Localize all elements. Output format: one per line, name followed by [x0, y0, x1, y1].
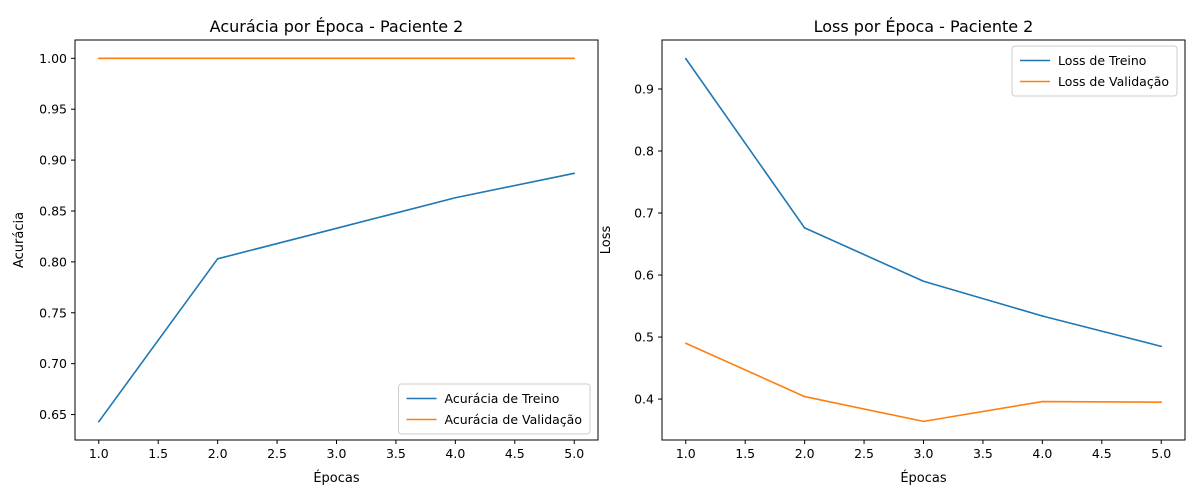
data-point	[573, 172, 576, 175]
x-tick-label: 3.5	[973, 446, 993, 461]
accuracy-chart: 1.0 1.5 2.0 2.5 3.0 3.5 4.0 4.5 5.0 0.65 0.70 0.75 0…	[12, 17, 599, 486]
x-tick-label: 4.0	[1032, 446, 1052, 461]
series-line-1	[685, 342, 1162, 423]
chart-title: Acurácia por Época - Paciente 2	[210, 17, 464, 36]
legend-box	[398, 383, 591, 435]
y-axis-label: Loss	[599, 226, 614, 255]
data-point	[97, 57, 100, 60]
legend-label: Loss de Validação	[1058, 74, 1169, 89]
x-tick-label: 1.0	[676, 446, 696, 461]
data-point	[1160, 345, 1163, 348]
x-axis-label: Épocas	[900, 470, 947, 486]
y-tick-label: 0.5	[634, 330, 654, 345]
plot-frame	[661, 39, 1186, 441]
legend-label: Loss de Treino	[1058, 53, 1146, 68]
x-tick-label: 4.5	[1092, 446, 1112, 461]
legend: Loss de Treino Loss de Validação	[1011, 45, 1178, 97]
data-point	[1041, 315, 1044, 317]
x-tick-label: 2.5	[267, 446, 287, 461]
x-tick-label: 1.5	[735, 446, 755, 461]
loss-chart: 1.0 1.5 2.0 2.5 3.0 3.5 4.0 4.5 5.0 0.4 0.5 0.6 0.7 0…	[599, 17, 1186, 486]
x-tick-label: 3.0	[327, 446, 347, 461]
data-point	[803, 227, 806, 229]
data-point	[216, 57, 219, 60]
x-tick-label: 3.0	[914, 446, 934, 461]
x-tick-label: 3.5	[386, 446, 406, 461]
data-point	[684, 57, 687, 60]
x-tick-label: 5.0	[1151, 446, 1171, 461]
data-point	[803, 395, 806, 398]
legend-label: Acurácia de Validação	[445, 412, 582, 427]
series-line-0	[685, 58, 1162, 348]
data-point	[216, 258, 219, 260]
data-point	[335, 57, 338, 60]
data-point	[922, 280, 925, 283]
legend: Acurácia de Treino Acurácia de Validação	[398, 383, 591, 435]
x-tick-label: 1.5	[148, 446, 168, 461]
y-tick-label: 0.6	[634, 268, 654, 283]
data-point	[1160, 401, 1163, 403]
y-tick-label: 0.7	[634, 206, 654, 221]
x-tick-label: 2.0	[795, 446, 815, 461]
data-point	[1041, 400, 1044, 403]
data-point	[454, 196, 457, 199]
x-axis-label: Épocas	[313, 470, 360, 486]
y-tick-label: 0.80	[39, 254, 67, 269]
y-tick-label: 0.4	[634, 392, 654, 407]
y-tick-label: 0.90	[39, 153, 67, 168]
y-tick-label: 0.8	[634, 144, 654, 159]
legend-label: Acurácia de Treino	[445, 391, 560, 406]
y-tick-label: 0.70	[39, 356, 67, 371]
x-tick-label: 4.0	[445, 446, 465, 461]
legend-box	[1011, 45, 1178, 97]
y-axis-label: Acurácia	[12, 212, 27, 268]
data-point	[573, 57, 576, 60]
data-point	[97, 420, 100, 423]
y-tick-label: 0.9	[634, 81, 654, 96]
x-tick-label: 2.5	[854, 446, 874, 461]
y-tick-label: 0.65	[39, 407, 67, 422]
data-point	[454, 57, 457, 60]
y-tick-label: 1.00	[39, 51, 67, 66]
x-tick-label: 2.0	[208, 446, 228, 461]
plot-frame	[74, 39, 599, 441]
chart-title: Loss por Época - Paciente 2	[814, 17, 1034, 36]
x-tick-label: 5.0	[564, 446, 584, 461]
y-tick-label: 0.95	[39, 102, 67, 117]
data-point	[335, 227, 338, 230]
data-point	[684, 342, 687, 345]
y-tick-label: 0.85	[39, 203, 67, 218]
y-tick-label: 0.75	[39, 305, 67, 320]
data-point	[922, 420, 925, 423]
x-tick-label: 1.0	[89, 446, 109, 461]
x-tick-label: 4.5	[505, 446, 525, 461]
